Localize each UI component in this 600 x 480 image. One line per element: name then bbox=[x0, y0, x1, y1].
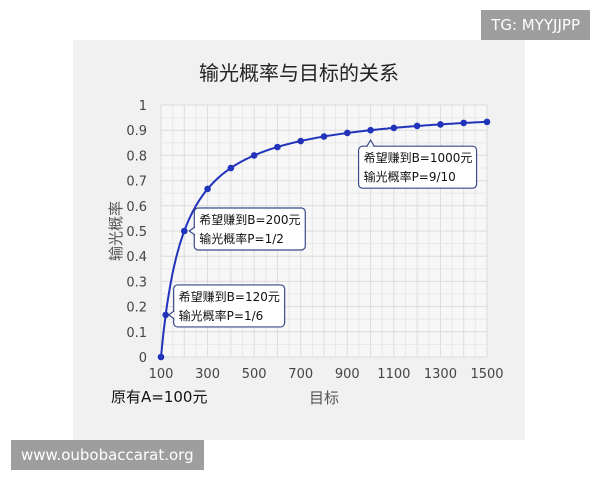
watermark-bottom: www.oubobaccarat.org bbox=[11, 440, 204, 470]
data-point bbox=[297, 137, 305, 145]
x-tick-label: 700 bbox=[288, 367, 313, 382]
x-tick-label: 500 bbox=[242, 367, 267, 382]
y-tick-label: 0.9 bbox=[126, 124, 147, 139]
y-tick-label: 0.7 bbox=[126, 175, 147, 190]
data-point bbox=[250, 152, 258, 159]
y-tick-label: 0.8 bbox=[126, 149, 147, 164]
data-point bbox=[274, 143, 281, 151]
y-tick-label: 0.5 bbox=[126, 225, 147, 240]
chart-title: 输光概率与目标的关系 bbox=[199, 61, 399, 85]
y-tick-label: 0.6 bbox=[126, 200, 147, 215]
chart: 100 300 500 700 900 1100 1300 1500 0 0.1 0.2 0.3 0.4… bbox=[107, 61, 504, 407]
data-point bbox=[180, 227, 188, 235]
note-label: 原有A=100元 bbox=[111, 388, 207, 406]
data-point bbox=[227, 164, 235, 172]
data-point bbox=[390, 124, 398, 132]
x-tick-label: 100 bbox=[149, 367, 174, 382]
annotation-pointer bbox=[188, 226, 196, 236]
annotation-text: 希望赚到B=200元 bbox=[199, 212, 300, 227]
data-point bbox=[162, 311, 169, 319]
y-tick-label: 0.1 bbox=[126, 326, 147, 341]
x-tick-label: 900 bbox=[335, 367, 360, 382]
y-tick-label: 1 bbox=[139, 99, 147, 114]
annotation-pointer bbox=[366, 139, 376, 148]
x-tick-label: 1300 bbox=[424, 367, 457, 382]
y-tick-label: 0 bbox=[139, 351, 147, 366]
annotation-text: 希望赚到B=120元 bbox=[179, 289, 280, 304]
annotation-box bbox=[173, 284, 286, 328]
data-point bbox=[367, 126, 374, 134]
data-point bbox=[460, 119, 468, 127]
annotation-text: 输光概率P=9/10 bbox=[364, 169, 456, 184]
x-tick-label: 300 bbox=[195, 367, 220, 382]
x-tick-label: 1500 bbox=[470, 367, 503, 382]
x-tick-label: 1100 bbox=[377, 367, 410, 382]
data-point bbox=[413, 122, 421, 130]
watermark-top: TG: MYYJJPP bbox=[481, 10, 590, 40]
annotation-text: 输光概率P=1/6 bbox=[179, 308, 264, 323]
y-tick-label: 0.3 bbox=[126, 275, 147, 290]
y-tick-label: 0.2 bbox=[126, 301, 147, 316]
annotation-box bbox=[357, 145, 478, 189]
data-point bbox=[320, 133, 328, 140]
y-axis-label: 输光概率 bbox=[107, 201, 125, 261]
annotation-pointer bbox=[167, 310, 175, 320]
annotation-text: 希望赚到B=1000元 bbox=[364, 150, 473, 165]
chart-panel: 100 300 500 700 900 1100 1300 1500 0 0.1 0.2 0.3 0.4… bbox=[73, 40, 525, 440]
data-point bbox=[437, 121, 444, 128]
data-point bbox=[157, 353, 165, 361]
annotation-text: 输光概率P=1/2 bbox=[199, 231, 284, 246]
data-point bbox=[204, 185, 211, 193]
data-point bbox=[343, 129, 351, 137]
x-axis-label: 目标 bbox=[309, 389, 339, 407]
y-tick-label: 0.4 bbox=[126, 250, 147, 265]
data-point bbox=[483, 118, 491, 126]
